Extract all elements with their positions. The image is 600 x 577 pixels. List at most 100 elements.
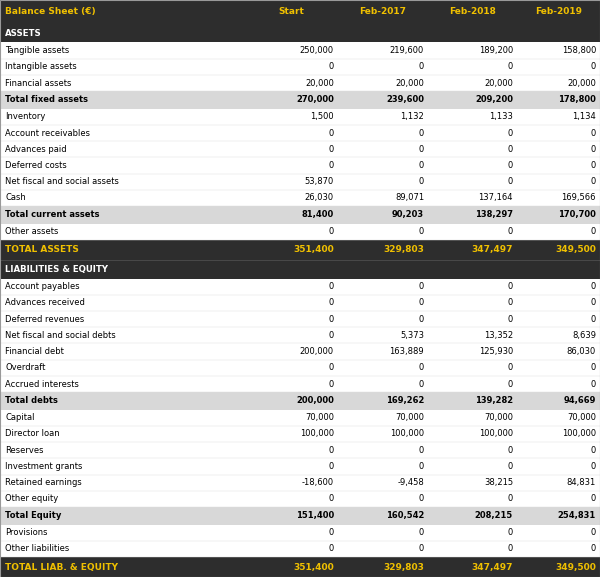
Text: 1,132: 1,132 xyxy=(400,113,424,121)
Text: 125,930: 125,930 xyxy=(479,347,513,356)
Text: 0: 0 xyxy=(508,380,513,388)
Bar xyxy=(0,174,600,190)
Text: 0: 0 xyxy=(508,462,513,471)
Text: 0: 0 xyxy=(508,364,513,372)
Text: 0: 0 xyxy=(329,544,334,553)
Text: 0: 0 xyxy=(419,298,424,308)
Text: 0: 0 xyxy=(329,528,334,537)
Text: 0: 0 xyxy=(419,129,424,137)
Text: Total debts: Total debts xyxy=(5,396,58,406)
Text: 20,000: 20,000 xyxy=(395,78,424,88)
Text: 239,600: 239,600 xyxy=(386,95,424,104)
Text: 351,400: 351,400 xyxy=(293,563,334,571)
Text: 0: 0 xyxy=(591,494,596,504)
Text: 0: 0 xyxy=(508,161,513,170)
Bar xyxy=(0,524,600,541)
Text: Start: Start xyxy=(278,8,304,16)
Text: 0: 0 xyxy=(329,227,334,236)
Text: Advances paid: Advances paid xyxy=(5,145,67,153)
Text: 0: 0 xyxy=(419,145,424,153)
Text: 0: 0 xyxy=(591,62,596,72)
Text: 208,215: 208,215 xyxy=(475,511,513,520)
Bar xyxy=(0,343,600,359)
Text: 100,000: 100,000 xyxy=(390,429,424,439)
Bar xyxy=(0,260,600,279)
Text: 351,400: 351,400 xyxy=(293,245,334,254)
Text: 0: 0 xyxy=(591,161,596,170)
Text: 0: 0 xyxy=(508,177,513,186)
Text: 0: 0 xyxy=(419,494,424,504)
Bar xyxy=(0,295,600,311)
Text: 1,133: 1,133 xyxy=(489,113,513,121)
Bar xyxy=(0,327,600,343)
Text: 53,870: 53,870 xyxy=(305,177,334,186)
Text: 70,000: 70,000 xyxy=(305,413,334,422)
Text: 1,500: 1,500 xyxy=(310,113,334,121)
Bar xyxy=(0,240,600,260)
Text: Feb-2017: Feb-2017 xyxy=(359,8,407,16)
Text: 0: 0 xyxy=(419,62,424,72)
Text: 0: 0 xyxy=(591,298,596,308)
Text: TOTAL ASSETS: TOTAL ASSETS xyxy=(5,245,79,254)
Text: 0: 0 xyxy=(591,462,596,471)
Text: 349,500: 349,500 xyxy=(555,245,596,254)
Text: 70,000: 70,000 xyxy=(484,413,513,422)
Text: 0: 0 xyxy=(419,282,424,291)
Bar xyxy=(0,426,600,442)
Text: 0: 0 xyxy=(419,314,424,324)
Text: Capital: Capital xyxy=(5,413,35,422)
Text: Reserves: Reserves xyxy=(5,446,44,455)
Text: 160,542: 160,542 xyxy=(386,511,424,520)
Text: 189,200: 189,200 xyxy=(479,46,513,55)
Text: 200,000: 200,000 xyxy=(300,347,334,356)
Text: Overdraft: Overdraft xyxy=(5,364,46,372)
Text: 0: 0 xyxy=(329,462,334,471)
Text: 1,134: 1,134 xyxy=(572,113,596,121)
Text: 0: 0 xyxy=(329,161,334,170)
Text: 137,164: 137,164 xyxy=(479,193,513,203)
Text: 0: 0 xyxy=(508,282,513,291)
Text: 5,373: 5,373 xyxy=(400,331,424,340)
Text: 0: 0 xyxy=(508,129,513,137)
Text: 349,500: 349,500 xyxy=(555,563,596,571)
Text: 0: 0 xyxy=(419,177,424,186)
Bar xyxy=(0,442,600,458)
Text: Total fixed assets: Total fixed assets xyxy=(5,95,88,104)
Text: 0: 0 xyxy=(508,544,513,553)
Text: 38,215: 38,215 xyxy=(484,478,513,487)
Text: 94,669: 94,669 xyxy=(563,396,596,406)
Text: Other equity: Other equity xyxy=(5,494,58,504)
Text: 138,297: 138,297 xyxy=(475,210,513,219)
Text: 0: 0 xyxy=(591,380,596,388)
Text: 20,000: 20,000 xyxy=(567,78,596,88)
Text: 0: 0 xyxy=(419,227,424,236)
Text: Cash: Cash xyxy=(5,193,26,203)
Text: Provisions: Provisions xyxy=(5,528,47,537)
Bar xyxy=(0,410,600,426)
Text: 250,000: 250,000 xyxy=(300,46,334,55)
Text: 219,600: 219,600 xyxy=(390,46,424,55)
Text: 70,000: 70,000 xyxy=(395,413,424,422)
Text: 100,000: 100,000 xyxy=(479,429,513,439)
Text: Account payables: Account payables xyxy=(5,282,80,291)
Text: 0: 0 xyxy=(329,494,334,504)
Text: Retained earnings: Retained earnings xyxy=(5,478,82,487)
Text: 270,000: 270,000 xyxy=(296,95,334,104)
Text: 0: 0 xyxy=(419,462,424,471)
Text: Other liabilities: Other liabilities xyxy=(5,544,69,553)
Text: Balance Sheet (€): Balance Sheet (€) xyxy=(5,8,95,16)
Bar xyxy=(0,458,600,475)
Text: Net fiscal and social assets: Net fiscal and social assets xyxy=(5,177,119,186)
Bar xyxy=(0,507,600,524)
Text: Deferred revenues: Deferred revenues xyxy=(5,314,84,324)
Text: Tangible assets: Tangible assets xyxy=(5,46,69,55)
Text: ASSETS: ASSETS xyxy=(5,29,42,38)
Bar xyxy=(0,108,600,125)
Text: 170,700: 170,700 xyxy=(558,210,596,219)
Bar xyxy=(0,557,600,577)
Text: 347,497: 347,497 xyxy=(472,563,513,571)
Bar xyxy=(0,475,600,491)
Text: 163,889: 163,889 xyxy=(389,347,424,356)
Text: 158,800: 158,800 xyxy=(562,46,596,55)
Bar xyxy=(0,311,600,327)
